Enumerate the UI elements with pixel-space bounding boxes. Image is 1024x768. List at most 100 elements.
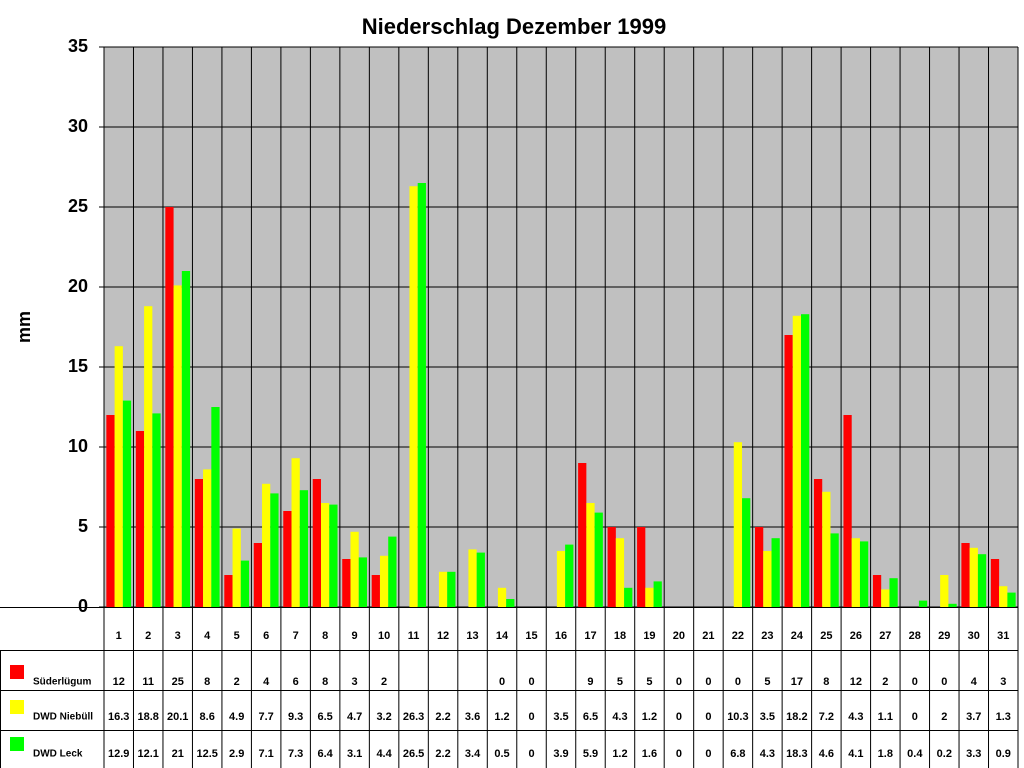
table-value: 1.2 (642, 711, 657, 723)
table-value: 3.7 (966, 711, 981, 723)
bar (653, 581, 662, 607)
bar (106, 415, 115, 607)
x-tick-label: 1 (116, 630, 122, 642)
table-value: 3.9 (553, 748, 568, 760)
table-value: 8 (204, 676, 210, 688)
table-value: 12.9 (108, 748, 129, 760)
table-value: 1.2 (612, 748, 627, 760)
table-value: 0 (499, 676, 505, 688)
bar (165, 207, 174, 607)
bar (918, 600, 928, 607)
bar (194, 479, 204, 607)
y-tick-label: 15 (68, 356, 88, 376)
bar (291, 458, 300, 607)
table-value: 4.1 (848, 748, 863, 760)
y-axis-label: mm (14, 311, 34, 343)
x-tick-label: 14 (496, 630, 509, 642)
table-value: 2.9 (229, 748, 244, 760)
table-value: 1.6 (642, 748, 657, 760)
table-value: 18.2 (786, 711, 807, 723)
bar (961, 543, 970, 607)
bar (800, 314, 810, 607)
bar (321, 503, 330, 607)
bar (468, 549, 477, 607)
table-value: 4.6 (819, 748, 834, 760)
bar (594, 512, 603, 607)
legend-label: DWD Leck (33, 749, 83, 760)
bar (497, 587, 507, 607)
bar (203, 469, 212, 607)
x-tick-label: 29 (938, 630, 950, 642)
table-value: 9 (587, 676, 593, 688)
table-value: 4 (263, 676, 270, 688)
table-value: 4.3 (612, 711, 627, 723)
bar (822, 491, 831, 607)
bar (615, 538, 625, 607)
bar (253, 543, 263, 607)
x-tick-label: 30 (968, 630, 980, 642)
table-value: 1.8 (878, 748, 893, 760)
x-tick-label: 13 (466, 630, 478, 642)
x-tick-label: 8 (322, 630, 328, 642)
x-tick-label: 24 (791, 630, 804, 642)
table-value: 6 (293, 676, 299, 688)
table-value: 8.6 (200, 711, 215, 723)
table-value: 8 (823, 676, 829, 688)
table-value: 1.1 (878, 711, 893, 723)
x-tick-label: 27 (879, 630, 891, 642)
bar (755, 527, 764, 607)
x-tick-label: 19 (643, 630, 655, 642)
table-value: 5 (764, 676, 770, 688)
bar (270, 493, 279, 607)
bar (851, 538, 860, 607)
bar (1007, 592, 1016, 607)
table-value: 1.3 (996, 711, 1011, 723)
table-value: 6.8 (730, 748, 745, 760)
bar (940, 575, 949, 607)
table-value: 3.3 (966, 748, 981, 760)
x-tick-label: 11 (408, 630, 420, 642)
table-value: 3.5 (553, 711, 568, 723)
bar (144, 306, 153, 607)
table-value: 25 (172, 676, 184, 688)
table-value: 5 (646, 676, 652, 688)
table-value: 3.2 (376, 711, 391, 723)
table-value: 3 (1000, 676, 1006, 688)
bar (506, 599, 515, 607)
table-value: 2 (882, 676, 888, 688)
table-value: 4.7 (347, 711, 362, 723)
legend-label: Süderlügum (33, 677, 91, 688)
bar (329, 504, 338, 607)
y-tick-label: 35 (68, 36, 88, 56)
bar (173, 285, 182, 607)
table-value: 4.9 (229, 711, 244, 723)
table-value: 0 (676, 748, 682, 760)
bar (999, 586, 1008, 607)
bar (476, 552, 485, 607)
bar (447, 571, 456, 607)
y-tick-label: 20 (68, 276, 88, 296)
bar (859, 541, 869, 607)
bar (771, 538, 780, 607)
table-value: 6.5 (317, 711, 332, 723)
x-tick-label: 9 (352, 630, 358, 642)
table-value: 5.9 (583, 748, 598, 760)
x-tick-label: 25 (820, 630, 832, 642)
x-tick-label: 12 (437, 630, 449, 642)
x-tick-label: 10 (378, 630, 390, 642)
table-value: 0 (705, 676, 711, 688)
table-value: 4.3 (760, 748, 775, 760)
table-value: 5 (617, 676, 623, 688)
x-tick-label: 7 (293, 630, 299, 642)
x-tick-label: 20 (673, 630, 685, 642)
bar (283, 511, 292, 607)
table-value: 0 (676, 676, 682, 688)
x-tick-label: 2 (145, 630, 151, 642)
x-tick-label: 17 (584, 630, 596, 642)
bar (830, 533, 839, 607)
bar (135, 431, 145, 607)
bar (607, 527, 616, 607)
bar (181, 271, 191, 607)
bar (152, 413, 161, 607)
legend-key (10, 700, 24, 714)
